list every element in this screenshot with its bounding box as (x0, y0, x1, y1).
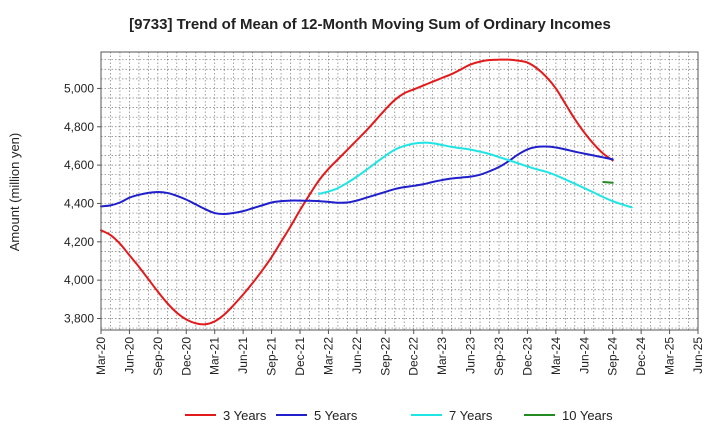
series-line-10-years (602, 180, 614, 184)
x-tick-label: Sep-20 (151, 337, 165, 376)
x-tick-label: Dec-22 (407, 337, 421, 376)
y-tick-label: 4,400 (64, 196, 94, 210)
series-line-5-years (100, 145, 614, 216)
plot-frame (100, 51, 699, 331)
x-tick-label: Jun-23 (464, 337, 478, 374)
x-tick-label: Jun-20 (122, 337, 136, 374)
x-tick-label: Jun-24 (577, 337, 591, 374)
x-tick-label: Jun-25 (691, 337, 705, 374)
y-tick-label: 4,000 (64, 273, 94, 287)
x-tick-label: Jun-21 (236, 337, 250, 374)
y-tick-label: 4,200 (64, 235, 94, 249)
chart-title: [9733] Trend of Mean of 12-Month Moving … (129, 16, 611, 33)
x-tick-label: Mar-20 (94, 337, 108, 375)
x-tick-label: Mar-23 (435, 337, 449, 375)
y-tick-label: 4,800 (64, 120, 94, 134)
legend-label-3-years: 3 Years (223, 408, 267, 423)
grid (101, 52, 698, 330)
x-tick-label: Dec-24 (634, 337, 648, 376)
y-tick-label: 5,000 (64, 81, 94, 95)
y-tick-label: 4,600 (64, 158, 94, 172)
y-tick-label: 3,800 (64, 311, 94, 325)
x-tick-label: Mar-22 (321, 337, 335, 375)
legend-label-7-years: 7 Years (449, 408, 493, 423)
x-tick-label: Sep-23 (492, 337, 506, 376)
x-tick-label: Mar-24 (549, 337, 563, 375)
series-line-3-years (100, 58, 614, 326)
x-tick-label: Sep-21 (265, 337, 279, 376)
x-tick-label: Dec-23 (520, 337, 534, 376)
y-axis-label: Amount (million yen) (7, 133, 22, 252)
y-axis: 3,800 4,000 4,200 4,400 4,600 4,800 5,000 (64, 81, 101, 325)
x-tick-label: Jun-22 (350, 337, 364, 374)
x-tick-label: Dec-20 (179, 337, 193, 376)
legend-label-5-years: 5 Years (314, 408, 358, 423)
series-line-7-years (317, 141, 633, 209)
series-group (100, 58, 633, 326)
x-tick-label: Dec-21 (293, 337, 307, 376)
x-tick-label: Mar-21 (208, 337, 222, 375)
x-tick-label: Sep-24 (606, 337, 620, 376)
legend-label-10-years: 10 Years (562, 408, 613, 423)
x-axis: Mar-20 Jun-20 Sep-20 Dec-20 Mar-21 Jun-21 Sep-… (94, 330, 705, 376)
legend: 3 Years 5 Years 7 Years 10 Years (185, 408, 613, 423)
x-tick-label: Sep-22 (378, 337, 392, 376)
x-tick-label: Mar-25 (663, 337, 677, 375)
